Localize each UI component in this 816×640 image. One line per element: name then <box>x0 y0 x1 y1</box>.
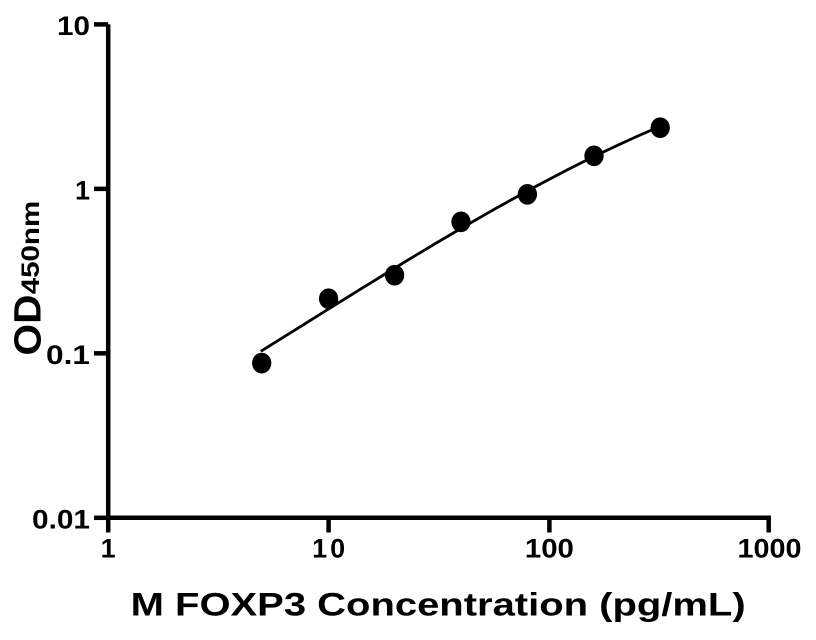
svg-text:0.01: 0.01 <box>32 505 90 535</box>
svg-text:1000: 1000 <box>738 534 802 564</box>
svg-text:100: 100 <box>525 534 574 564</box>
svg-text:0.1: 0.1 <box>46 340 90 370</box>
svg-text:1: 1 <box>101 534 116 564</box>
svg-text:10: 10 <box>312 534 345 564</box>
svg-text:1: 1 <box>75 176 90 206</box>
svg-text:OD: OD <box>8 295 50 356</box>
svg-text:450nm: 450nm <box>17 201 45 295</box>
svg-text:10: 10 <box>57 11 90 41</box>
svg-text:M FOXP3 Concentration (pg/mL): M FOXP3 Concentration (pg/mL) <box>131 586 746 622</box>
